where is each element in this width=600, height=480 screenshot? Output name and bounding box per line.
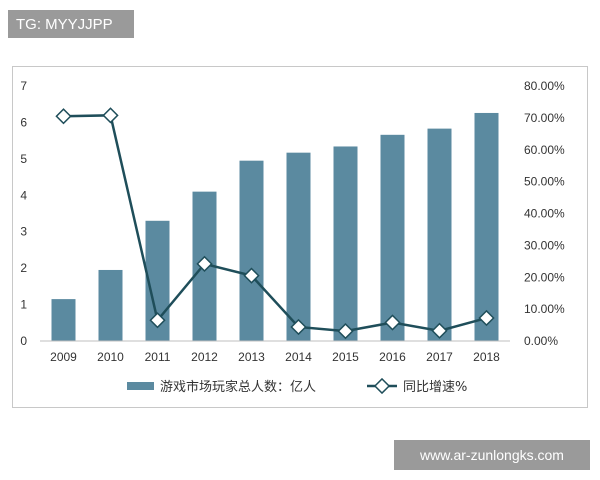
x-tick-label: 2014 (285, 350, 312, 364)
x-tick-label: 2012 (191, 350, 218, 364)
line-point-2011 (149, 312, 166, 329)
line-point-2013 (243, 267, 260, 284)
x-tick-label: 2017 (426, 350, 453, 364)
watermark-bottom: www.ar-zunlongks.com (394, 440, 590, 470)
line-point-2016 (384, 314, 401, 331)
bar-2018 (474, 112, 499, 341)
right-tick-label: 50.00% (524, 175, 565, 189)
x-tick-label: 2013 (238, 350, 265, 364)
left-tick-label: 3 (20, 225, 27, 239)
x-tick-label: 2009 (50, 350, 77, 364)
right-tick-label: 40.00% (524, 207, 565, 221)
line-point-2018 (478, 309, 495, 327)
legend-line-label: 同比增速% (403, 380, 467, 395)
bar-2014 (286, 152, 311, 341)
line-point-2017 (431, 322, 448, 339)
x-tick-label: 2011 (145, 350, 171, 364)
line-point-2014 (290, 318, 307, 336)
left-tick-label: 4 (20, 188, 27, 202)
right-tick-label: 80.00% (524, 79, 565, 93)
watermark-top: TG: MYYJJPP (8, 10, 134, 38)
left-tick-label: 1 (20, 298, 27, 312)
line-point-2012 (196, 255, 213, 272)
left-axis: 0 1 2 3 4 5 6 7 (20, 79, 27, 348)
left-tick-label: 6 (20, 115, 27, 129)
legend-bar-swatch (127, 382, 154, 390)
x-tick-label: 2015 (332, 350, 359, 364)
line-series (55, 107, 495, 340)
left-tick-label: 5 (20, 152, 27, 166)
x-tick-label: 2018 (473, 350, 500, 364)
right-tick-label: 30.00% (524, 238, 565, 252)
right-tick-label: 70.00% (524, 111, 565, 125)
legend-line-marker (373, 377, 391, 395)
line-point-2015 (337, 322, 354, 340)
right-axis: 0.00% 10.00% 20.00% 30.00% 40.00% 50.00% 60.00… (524, 79, 565, 348)
right-tick-label: 60.00% (524, 143, 565, 157)
legend: 游戏市场玩家总人数：亿人 同比增速% (127, 377, 467, 395)
x-tick-label: 2010 (97, 350, 124, 364)
growth-line (63, 114, 487, 333)
bar-2017 (427, 128, 452, 341)
chart-frame (12, 66, 588, 408)
left-tick-label: 7 (20, 79, 27, 93)
line-point-2010 (102, 107, 119, 124)
right-tick-label: 0.00% (524, 334, 558, 348)
x-tick-label: 2016 (379, 350, 406, 364)
right-tick-label: 20.00% (524, 270, 565, 284)
legend-bar-label: 游戏市场玩家总人数：亿人 (160, 379, 316, 395)
left-tick-label: 0 (20, 334, 27, 348)
bar-2009 (51, 299, 76, 341)
x-axis: 2009 2010 2011 2012 2013 2014 2015 2016 2017 2018 (40, 340, 510, 364)
right-tick-label: 10.00% (524, 302, 565, 316)
bar-2016 (380, 134, 405, 341)
bar-2015 (333, 146, 358, 341)
left-tick-label: 2 (20, 261, 27, 275)
line-point-2009 (55, 108, 72, 125)
bar-2013 (239, 160, 264, 341)
bar-2010 (98, 269, 123, 341)
